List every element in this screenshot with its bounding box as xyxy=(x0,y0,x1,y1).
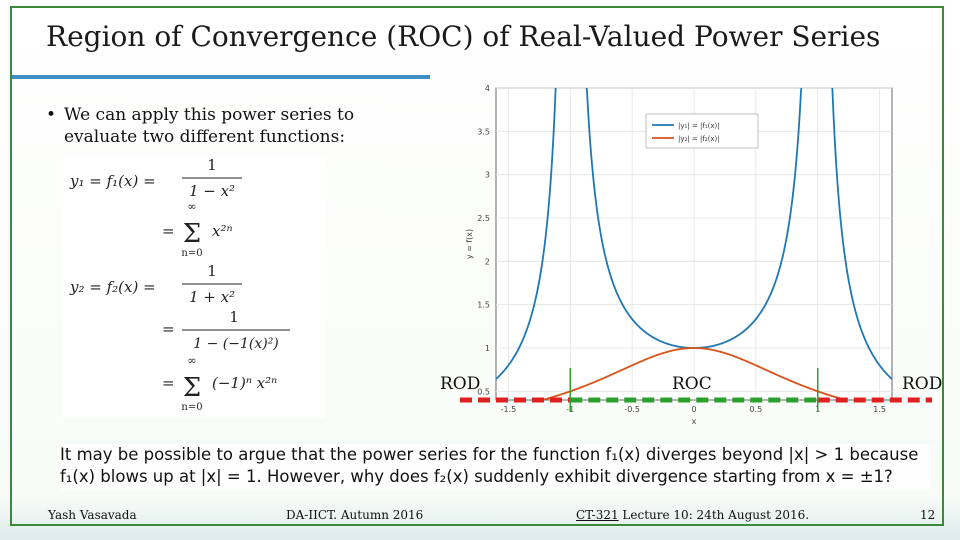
y-tick-label: 2 xyxy=(485,257,490,266)
footer-lecture-info: Lecture 10: 24th August 2016. xyxy=(618,508,810,522)
y-tick-label: 1 xyxy=(485,344,490,353)
eq-alt-term: (−1)ⁿ x²ⁿ xyxy=(212,374,277,392)
y-tick-label: 4 xyxy=(485,84,490,93)
eq-sum-upper-1: ∞ xyxy=(187,200,196,213)
series-line-1 xyxy=(831,88,892,380)
rod-left-label: ROD xyxy=(440,374,481,394)
eq-sum-upper-2: ∞ xyxy=(187,354,196,367)
footer-lecture: CT-321 Lecture 10: 24th August 2016. xyxy=(576,508,809,522)
eq-y2b-num: 1 xyxy=(229,308,239,326)
slide-title: Region of Convergence (ROC) of Real-Valu… xyxy=(46,20,881,53)
function-plot: -1.5-1-0.500.511.50.511.522.533.54 |y₁| … xyxy=(465,84,893,426)
bullet-point: • We can apply this power series to eval… xyxy=(46,104,388,148)
question-line-2: f₁(x) blows up at |x| = 1. However, why … xyxy=(60,467,893,486)
rod-right-label: ROD xyxy=(902,374,943,394)
roc-annotation xyxy=(460,368,932,412)
x-axis-label: x xyxy=(692,417,697,426)
series-line-1 xyxy=(496,88,557,380)
equation-panel: y₁ = f₁(x) = 1 1 − x² = ∞ Σ n=0 x²ⁿ y₂ =… xyxy=(62,156,326,418)
footer-lecture-code[interactable]: CT-321 xyxy=(576,508,619,522)
eq-sigma-2: Σ xyxy=(183,373,201,403)
title-underline xyxy=(12,75,430,79)
eq-y2-lhs: y₂ = f₂(x) = xyxy=(69,278,156,296)
question-line-1: It may be possible to argue that the pow… xyxy=(60,445,919,464)
x-tick-label: 1.5 xyxy=(873,405,886,414)
x-tick-label: 0 xyxy=(691,405,696,414)
eq-sign-1: = xyxy=(162,222,175,240)
x-tick-label: -1.5 xyxy=(501,405,517,414)
y-tick-label: 3.5 xyxy=(477,127,490,136)
legend-label-1: |y₁| = |f₁(x)| xyxy=(678,122,720,130)
eq-y2-den: 1 + x² xyxy=(189,288,235,306)
eq-sign-3: = xyxy=(162,374,175,392)
plot-curves xyxy=(496,88,892,400)
y-axis-label: y = f(x) xyxy=(465,229,474,259)
legend-box xyxy=(645,113,759,149)
legend-label-2: |y₂| = |f₂(x)| xyxy=(678,135,720,143)
x-tick-label: -0.5 xyxy=(624,405,640,414)
eq-sum-lower-1: n=0 xyxy=(181,248,202,259)
roc-label: ROC xyxy=(672,374,712,394)
footer-author: Yash Vasavada xyxy=(48,508,137,522)
x-tick-label: 0.5 xyxy=(750,405,763,414)
y-tick-label: 0.5 xyxy=(477,387,490,396)
y-tick-label: 1.5 xyxy=(477,301,490,310)
question-text: It may be possible to argue that the pow… xyxy=(60,444,930,490)
eq-y2-num: 1 xyxy=(207,262,217,280)
eq-y1-den: 1 − x² xyxy=(189,182,235,200)
plot-legend: |y₁| = |f₁(x)| |y₂| = |f₂(x)| xyxy=(645,113,759,149)
y-tick-label: 3 xyxy=(485,171,490,180)
page-number: 12 xyxy=(920,508,936,522)
footer-decoration xyxy=(0,496,960,540)
bullet-marker: • xyxy=(46,105,57,125)
eq-y1-lhs: y₁ = f₁(x) = xyxy=(69,172,156,190)
footer-course: DA-IICT. Autumn 2016 xyxy=(286,508,424,522)
slide-frame xyxy=(10,6,944,526)
eq-y2b-den: 1 − (−1(x)²) xyxy=(193,336,279,352)
series-line-2 xyxy=(538,347,850,400)
equations-svg: y₁ = f₁(x) = 1 1 − x² = ∞ Σ n=0 x²ⁿ y₂ =… xyxy=(69,156,290,413)
bullet-text: We can apply this power series to evalua… xyxy=(64,105,355,147)
eq-sum-lower-2: n=0 xyxy=(181,402,202,413)
eq-sigma-1: Σ xyxy=(183,219,201,249)
eq-x2n-1: x²ⁿ xyxy=(212,222,233,240)
y-tick-label: 2.5 xyxy=(477,214,490,223)
eq-y1-num: 1 xyxy=(207,156,217,174)
plot-axis-labels: x y = f(x) xyxy=(465,229,697,426)
eq-sign-2: = xyxy=(162,320,175,338)
